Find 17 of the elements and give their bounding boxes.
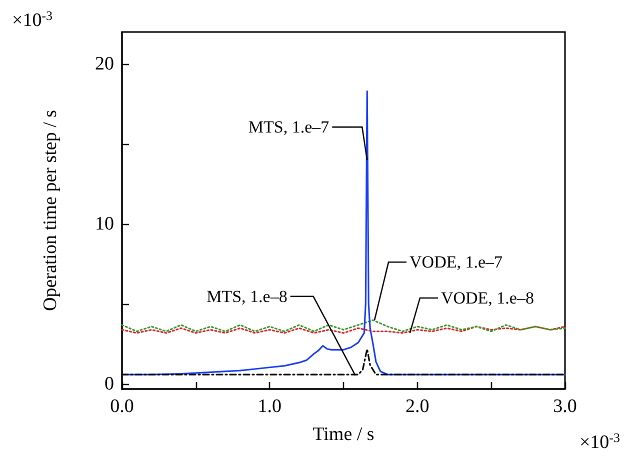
y-tick-label: 10 <box>95 214 114 235</box>
y-tick-label: 20 <box>95 54 114 75</box>
annotation: VODE, 1.e–8 <box>440 288 534 308</box>
x-tick-label: 1.0 <box>258 396 282 417</box>
line-series <box>121 326 566 334</box>
y-tick-label: 0 <box>104 374 114 395</box>
text: ×10$^{-3}$ <box>12 8 53 32</box>
x-tick-label: 2.0 <box>405 396 430 417</box>
x-axis-title: Time / s <box>312 424 374 445</box>
text: ×10$^{-3}$ <box>579 430 620 454</box>
x-tick-label: 0.0 <box>110 396 134 417</box>
y-axis-title: Operation time per step / s <box>40 110 61 312</box>
line-series <box>121 319 566 332</box>
annotation: MTS, 1.e–7 <box>248 118 330 137</box>
annotation: VODE, 1.e–7 <box>410 252 504 272</box>
x-tick-label: 3.0 <box>553 396 577 417</box>
annotation: MTS, 1.e–8 <box>206 286 288 306</box>
